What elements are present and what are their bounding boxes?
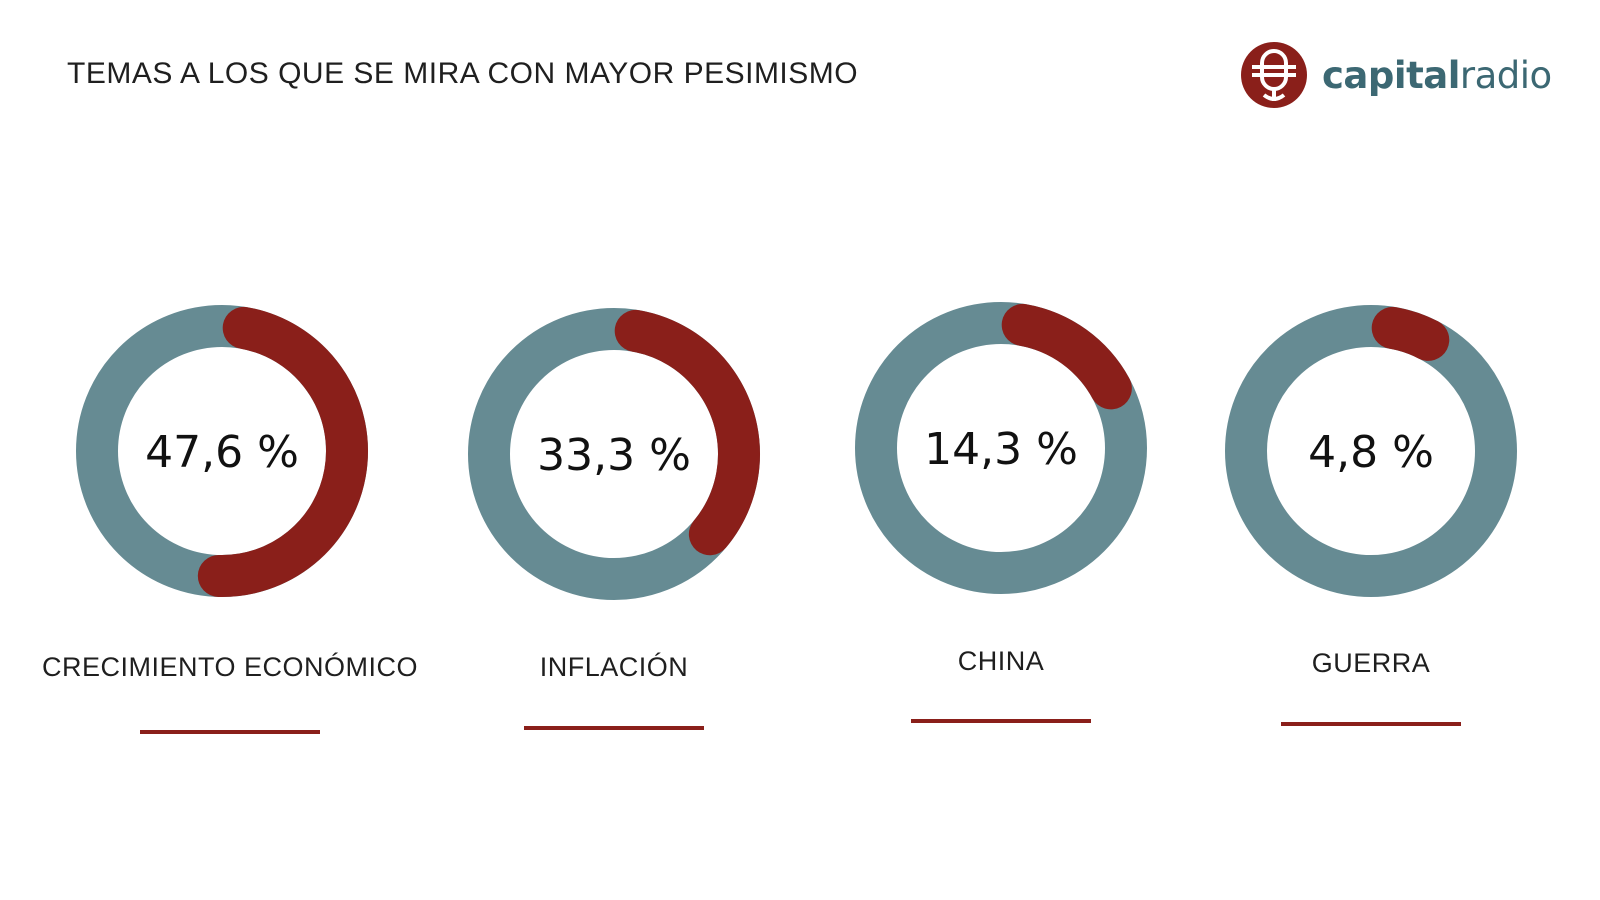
category-label: CHINA xyxy=(958,646,1045,676)
microphone-logo-icon xyxy=(1241,42,1307,108)
donut-value-label: 33,3 % xyxy=(537,430,691,481)
donut-value-label: 4,8 % xyxy=(1308,427,1434,478)
donut-value-arc xyxy=(76,305,368,597)
donut-1: 47,6 % CRECIMIENTO ECONÓMICO xyxy=(42,305,418,734)
category-label: INFLACIÓN xyxy=(540,651,689,682)
donut-3: 14,3 % CHINA xyxy=(855,302,1147,723)
category-label: CRECIMIENTO ECONÓMICO xyxy=(42,651,418,682)
capitalradio-logo: capitalradio xyxy=(1240,40,1570,110)
page-title: TEMAS A LOS QUE SE MIRA CON MAYOR PESIMI… xyxy=(67,57,859,90)
donut-4: 4,8 % GUERRA xyxy=(1225,305,1517,726)
donut-value-arc xyxy=(468,308,760,600)
category-label: GUERRA xyxy=(1312,648,1431,678)
donut-value-label: 47,6 % xyxy=(145,427,299,478)
donut-2: 33,3 % INFLACIÓN xyxy=(468,308,760,730)
donut-value-label: 14,3 % xyxy=(924,424,1078,475)
donut-track xyxy=(1225,305,1517,597)
logo-wordmark: capitalradio xyxy=(1322,53,1552,97)
donut-track xyxy=(855,302,1147,594)
donut-value-arc xyxy=(1225,305,1517,597)
donut-value-arc xyxy=(855,302,1147,594)
